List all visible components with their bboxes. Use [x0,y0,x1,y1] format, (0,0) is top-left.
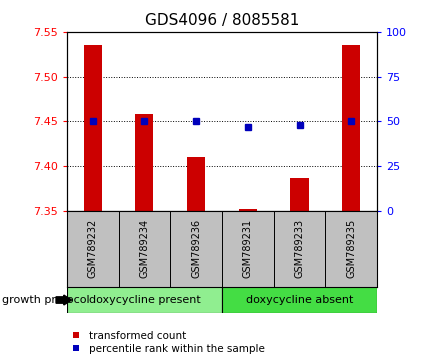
Bar [135,114,153,211]
Text: GSM789235: GSM789235 [345,219,356,278]
Bar [221,211,273,287]
Title: GDS4096 / 8085581: GDS4096 / 8085581 [144,13,298,28]
Bar [290,178,308,211]
Legend: transformed count, percentile rank within the sample: transformed count, percentile rank withi… [72,331,264,354]
Bar [238,209,256,211]
Text: GSM789236: GSM789236 [190,219,201,278]
Text: GSM789231: GSM789231 [242,219,252,278]
Text: GSM789234: GSM789234 [139,219,149,278]
Bar [187,157,205,211]
Bar [67,211,118,287]
Text: growth protocol: growth protocol [2,295,89,305]
Text: doxycycline absent: doxycycline absent [245,295,353,305]
Bar [83,45,101,211]
Text: doxycycline present: doxycycline present [88,295,200,305]
Bar [170,211,221,287]
Bar [273,211,325,287]
Text: GSM789233: GSM789233 [294,219,304,278]
Bar [341,45,359,211]
Bar [67,287,221,313]
Bar [118,211,170,287]
Bar [325,211,376,287]
Text: GSM789232: GSM789232 [87,219,98,278]
Bar [221,287,376,313]
